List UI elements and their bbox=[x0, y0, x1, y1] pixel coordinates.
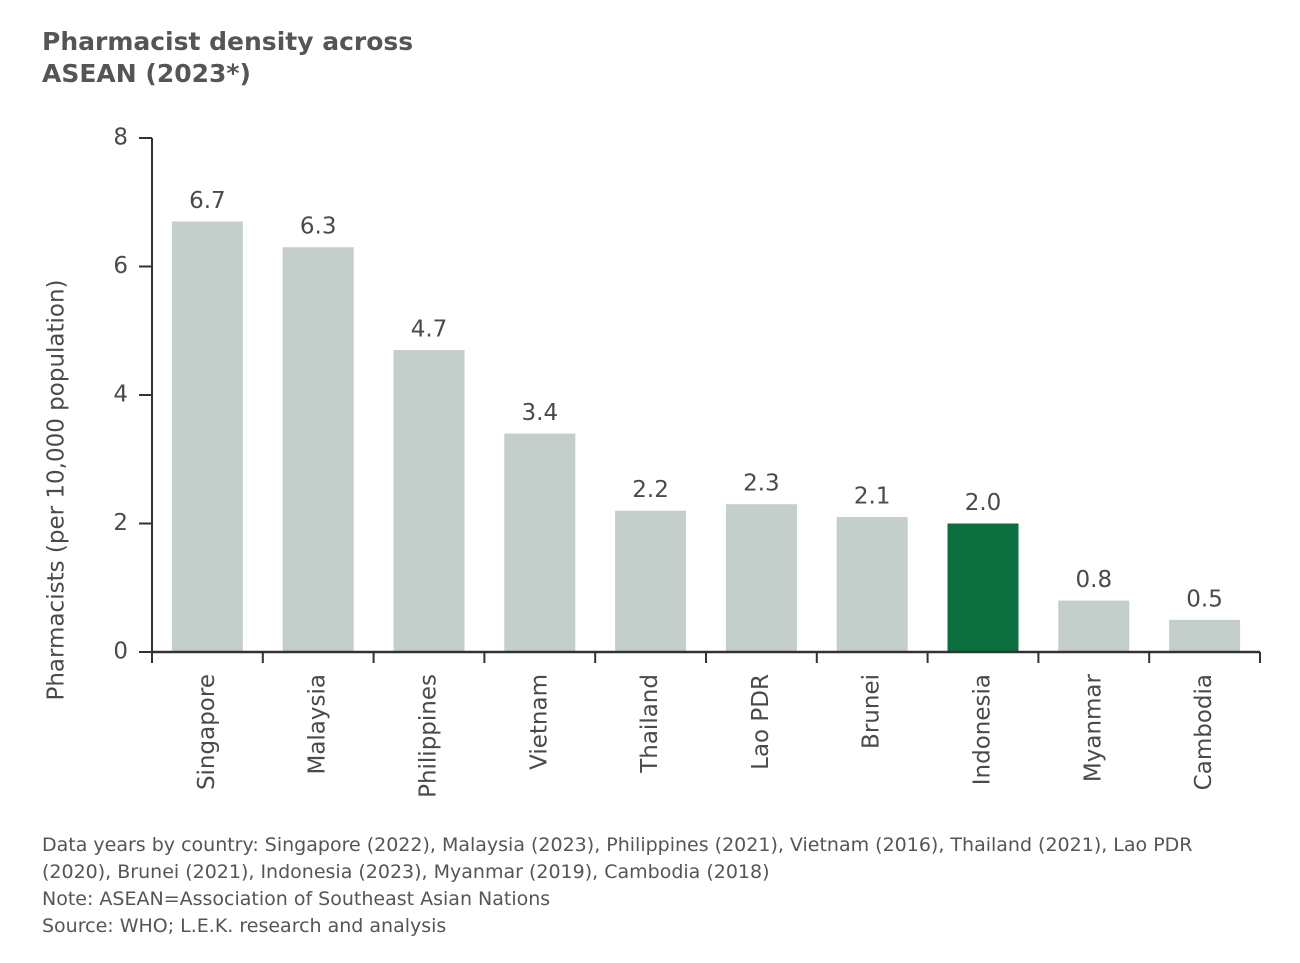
value-label: 0.5 bbox=[1186, 586, 1223, 612]
bar bbox=[282, 247, 354, 652]
y-tick-label: 0 bbox=[113, 639, 128, 665]
value-label: 2.3 bbox=[743, 471, 780, 497]
bar bbox=[1169, 619, 1241, 652]
value-label: 6.7 bbox=[189, 188, 226, 214]
x-tick-label: Philippines bbox=[416, 674, 442, 798]
x-tick-label: Thailand bbox=[637, 674, 663, 774]
bar bbox=[504, 433, 576, 652]
bar bbox=[615, 510, 687, 652]
y-axis-label: Pharmacists (per 10,000 population) bbox=[44, 279, 70, 700]
note: Source: WHO; L.E.K. research and analysi… bbox=[42, 915, 447, 937]
x-tick-label: Brunei bbox=[859, 674, 885, 749]
bar bbox=[171, 221, 243, 652]
bar bbox=[393, 350, 465, 652]
value-label: 2.0 bbox=[965, 490, 1002, 516]
chart-title: Pharmacist density across ASEAN (2023*) bbox=[42, 27, 414, 88]
y-tick-label: 6 bbox=[113, 253, 128, 279]
value-label: 6.3 bbox=[300, 214, 337, 240]
bar bbox=[836, 517, 908, 652]
y-tick-label: 2 bbox=[113, 510, 128, 536]
x-tick-label: Myanmar bbox=[1080, 673, 1106, 782]
y-tick-label: 8 bbox=[113, 125, 128, 151]
value-label: 3.4 bbox=[522, 400, 559, 426]
notes: Data years by country: Singapore (2022),… bbox=[42, 832, 1242, 940]
value-label: 0.8 bbox=[1076, 567, 1113, 593]
chart: Pharmacists (per 10,000 population) 0 2 4 6… bbox=[44, 125, 1261, 798]
y-tick-label: 4 bbox=[113, 382, 128, 408]
x-tick-label: Vietnam bbox=[526, 674, 552, 770]
x-tick-label: Singapore bbox=[194, 674, 220, 790]
value-label: 2.2 bbox=[632, 477, 669, 503]
bar bbox=[947, 523, 1019, 652]
note: Note: ASEAN=Association of Southeast Asi… bbox=[42, 888, 551, 910]
bar bbox=[725, 504, 797, 652]
value-label: 4.7 bbox=[411, 317, 448, 343]
x-tick-label: Malaysia bbox=[305, 674, 331, 775]
value-label: 2.1 bbox=[854, 484, 891, 510]
x-tick-label: Indonesia bbox=[970, 674, 996, 785]
x-tick-label: Cambodia bbox=[1191, 674, 1217, 790]
note: Data years by country: Singapore (2022),… bbox=[42, 834, 1193, 883]
x-tick-label: Lao PDR bbox=[748, 674, 774, 770]
bar bbox=[1058, 600, 1130, 652]
